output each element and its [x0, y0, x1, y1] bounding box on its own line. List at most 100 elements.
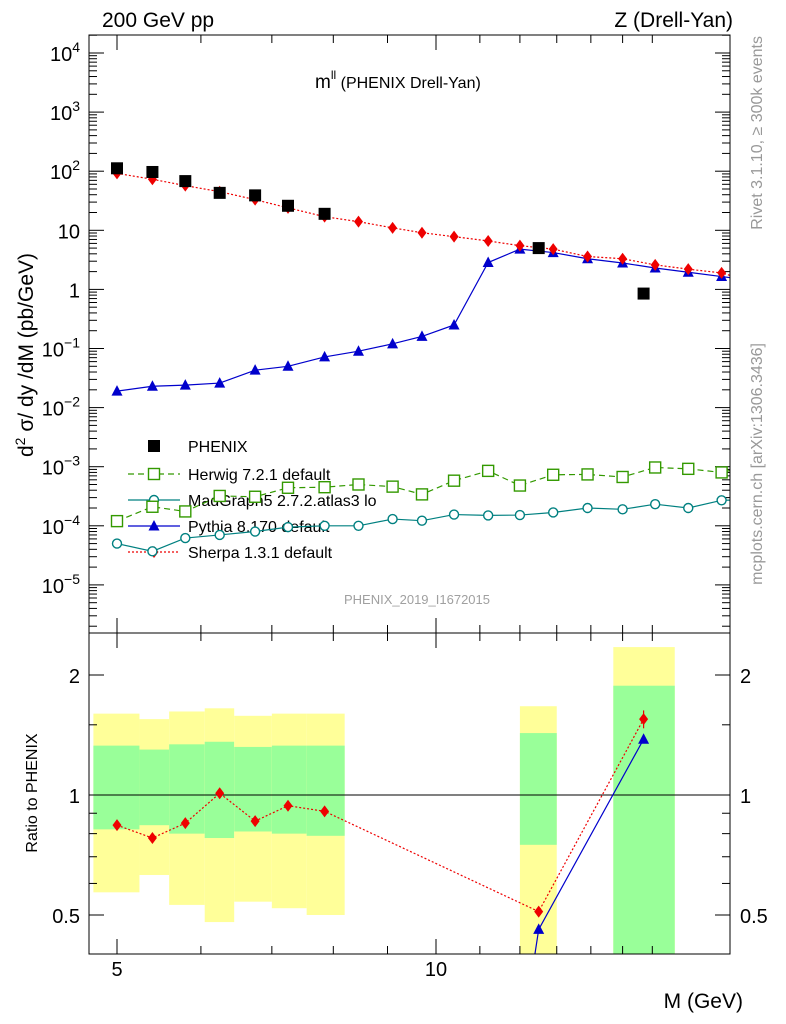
series-line — [116, 172, 730, 276]
data-point — [717, 266, 727, 279]
data-point — [417, 226, 427, 239]
data-point — [110, 514, 124, 528]
uncertainty-band-green — [271, 745, 307, 834]
data-point — [146, 500, 159, 513]
data-point — [282, 199, 295, 212]
data-point — [179, 175, 192, 188]
data-point — [515, 239, 525, 252]
data-point — [180, 532, 191, 544]
y-tick-label: 10−4 — [42, 512, 80, 539]
data-point — [548, 243, 558, 256]
data-point — [482, 256, 494, 268]
data-point — [483, 234, 493, 247]
y-axis-title-exp: 2 — [12, 437, 28, 445]
series-3 — [111, 243, 761, 396]
y-tick-exp: −2 — [64, 394, 80, 410]
data-point — [111, 162, 123, 175]
y-tick-base: 10 — [42, 458, 64, 480]
data-point — [146, 380, 158, 391]
y-tick-label: 10−2 — [42, 394, 80, 421]
data-point — [447, 474, 461, 487]
data-point — [547, 507, 559, 518]
legend-item: MadGraph5 2.7.2.atlas3 lo — [128, 493, 377, 510]
data-point — [146, 165, 159, 178]
data-point — [581, 468, 594, 481]
y-tick-base: 10 — [58, 221, 80, 243]
legend-item: PHENIX — [148, 439, 248, 456]
uncertainty-band-green — [139, 749, 170, 826]
data-point — [416, 515, 428, 526]
data-point — [111, 385, 123, 396]
data-point — [318, 480, 331, 494]
y-tick-base: 10 — [50, 44, 72, 66]
uncertainty-band-green — [169, 744, 205, 834]
x-tick-label: 5 — [111, 959, 122, 981]
y-tick-exp: −5 — [64, 571, 80, 587]
data-point — [481, 464, 495, 478]
data-point — [353, 215, 363, 228]
data-point — [415, 488, 429, 501]
data-point — [319, 520, 330, 531]
series-1 — [110, 461, 730, 528]
data-point — [281, 481, 295, 494]
rivet-label: Rivet 3.1.10, ≥ 300k events — [749, 36, 766, 230]
data-point — [180, 817, 190, 830]
data-point — [514, 509, 526, 521]
data-point — [618, 252, 628, 265]
data-point — [148, 520, 160, 531]
plot-title-sup: ll — [331, 68, 336, 82]
header-left-label: 200 GeV pp — [102, 9, 214, 32]
y-tick-label: 10−3 — [42, 453, 80, 480]
ratio-y-tick-label-right: 0.5 — [740, 906, 768, 928]
ratio-bands — [93, 647, 675, 954]
plot-title: mll (PHENIX Drell-Yan) — [315, 68, 481, 93]
ratio-y-tick-label-right: 2 — [740, 666, 751, 688]
legend-label: MadGraph5 2.7.2.atlas3 lo — [188, 493, 377, 510]
data-point — [248, 490, 262, 503]
plot-title-rest: (PHENIX Drell-Yan) — [336, 75, 481, 92]
data-point — [582, 502, 593, 514]
uncertainty-band-green — [93, 745, 140, 830]
data-point — [715, 466, 728, 479]
data-point — [249, 189, 262, 202]
series-2 — [111, 495, 730, 557]
data-point — [534, 905, 544, 918]
data-point — [750, 275, 761, 286]
data-point — [388, 221, 398, 234]
y-tick-base: 10 — [50, 103, 72, 125]
ratio-series-1 — [533, 733, 650, 954]
legend-label: PHENIX — [188, 439, 248, 456]
main-plot-series — [110, 162, 761, 557]
ratio-y-axis-title: Ratio to PHENIX — [24, 733, 41, 852]
ratio-plot-frame — [88, 632, 731, 955]
legend-item: Herwig 7.2.1 default — [128, 467, 331, 484]
data-point — [249, 526, 261, 537]
data-point — [637, 287, 650, 300]
watermark-label: PHENIX_2019_I1672015 — [344, 592, 490, 607]
data-point — [616, 470, 629, 484]
data-point — [617, 504, 628, 515]
data-point — [214, 377, 226, 388]
y-tick-label: 10−1 — [42, 335, 80, 362]
data-point — [283, 799, 293, 812]
y-tick-exp: −3 — [64, 453, 80, 469]
uncertainty-band-green — [234, 746, 272, 832]
y-tick-exp: 2 — [72, 157, 80, 173]
data-point — [213, 186, 226, 199]
data-point — [449, 230, 459, 243]
data-point — [179, 379, 191, 390]
data-point — [513, 479, 527, 492]
data-point — [213, 489, 226, 503]
data-point — [639, 713, 649, 726]
uncertainty-band-green — [519, 733, 557, 845]
data-point — [352, 478, 365, 491]
main-plot-frame — [88, 34, 731, 634]
series-0 — [111, 162, 650, 300]
y-tick-base: 10 — [42, 517, 64, 539]
y-tick-label: 10 — [58, 221, 80, 243]
y-tick-label: 10−5 — [42, 571, 80, 598]
data-point — [147, 546, 158, 557]
